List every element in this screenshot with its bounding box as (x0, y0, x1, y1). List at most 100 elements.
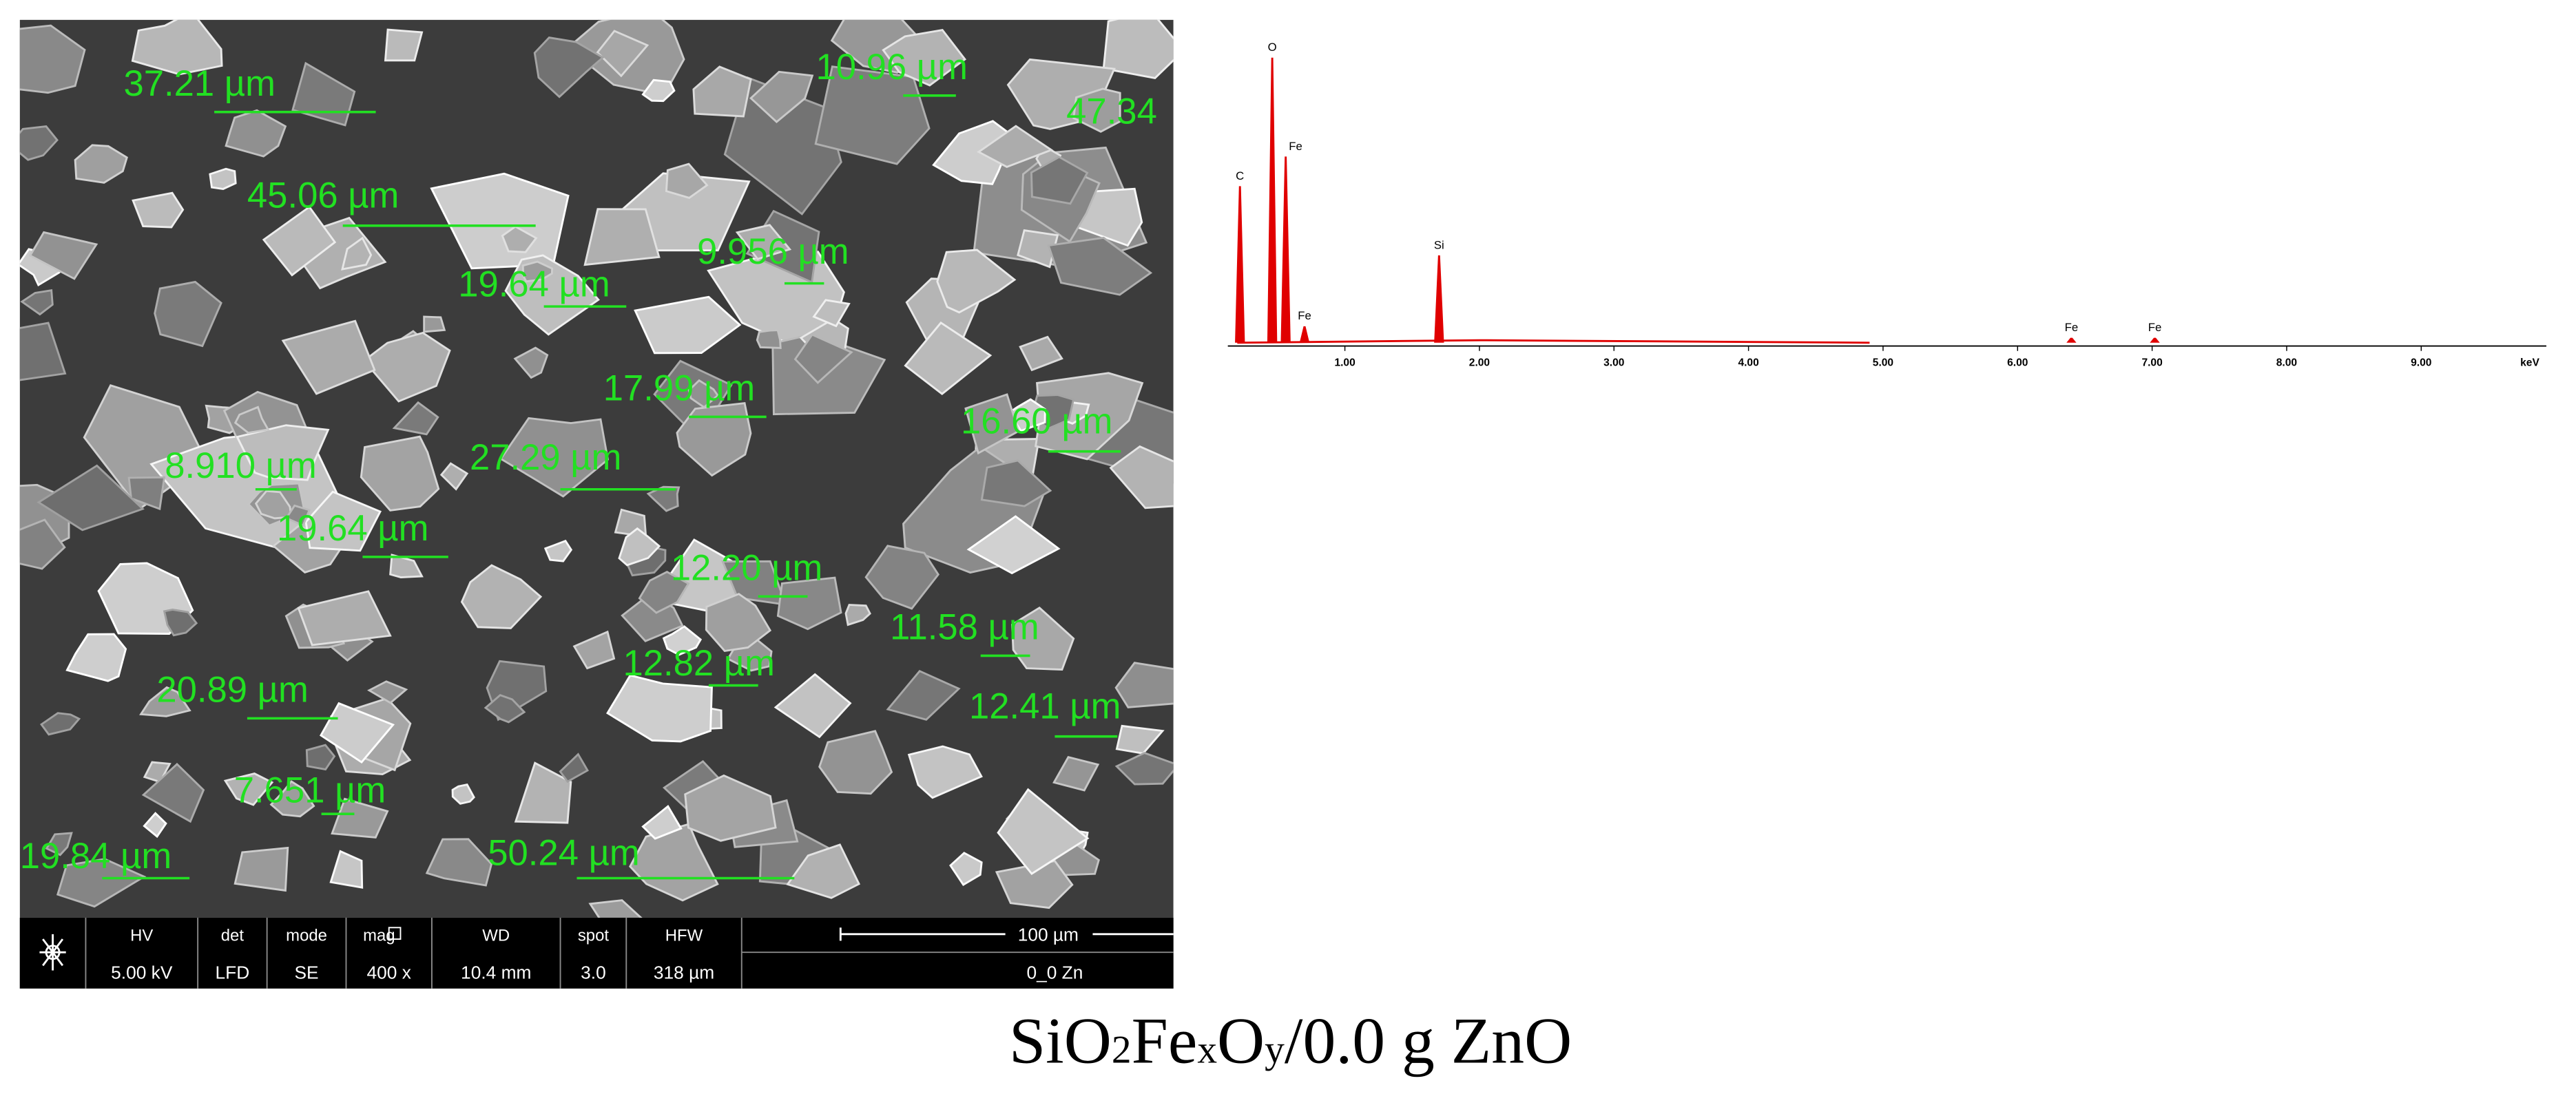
info-value: 3.0 (581, 962, 606, 982)
particle (964, 393, 1020, 455)
particle (980, 459, 1052, 507)
x-tick-label: 7.00 (2141, 357, 2163, 368)
measure-label: 17.99 µm (603, 368, 755, 409)
particle (499, 417, 610, 498)
caption-part: O (1217, 1004, 1265, 1077)
particle (1109, 445, 1174, 509)
particle (1017, 229, 1059, 269)
measure-label: 12.82 µm (623, 643, 774, 684)
peak-label: Si (1434, 238, 1444, 251)
particle (37, 464, 145, 532)
sem-image (19, 19, 1174, 918)
particle (360, 435, 440, 512)
particle (127, 476, 166, 511)
particle (56, 858, 147, 908)
particle (514, 761, 572, 824)
particle (521, 260, 554, 283)
measure-label: 12.41 µm (969, 686, 1121, 726)
measure-label: 19.64 µm (277, 508, 428, 549)
x-axis-label: keV (2520, 357, 2539, 368)
caption-part: Fe (1132, 1004, 1198, 1077)
measure-label: 9.956 µm (697, 231, 849, 272)
particle (1072, 87, 1121, 133)
info-value: 400 x (367, 962, 411, 982)
peak (1434, 255, 1444, 343)
particle (1115, 724, 1165, 755)
particle (723, 76, 842, 215)
x-tick-label: 9.00 (2411, 357, 2432, 368)
particle (45, 832, 73, 856)
particle (533, 36, 605, 98)
particle (641, 78, 676, 103)
sample-label: 0_0 Zn (1026, 962, 1083, 982)
particle (209, 167, 237, 190)
x-tick-label: 3.00 (1603, 357, 1625, 368)
x-tick-label: 2.00 (1469, 357, 1490, 368)
particle (319, 702, 395, 764)
measure-label: 19.84 µm (20, 836, 172, 876)
particle (154, 280, 222, 348)
particle (588, 899, 643, 918)
measure-label: 8.910 µm (165, 445, 316, 486)
particle (143, 812, 167, 839)
particle (20, 288, 54, 316)
particle (297, 590, 392, 646)
particle (687, 379, 719, 409)
info-header: det (221, 926, 245, 945)
particle (735, 224, 792, 260)
particle (19, 125, 59, 161)
particle (1030, 156, 1089, 205)
particle (225, 109, 287, 158)
particle (749, 70, 814, 123)
particle (638, 571, 690, 614)
info-header: spot (578, 926, 610, 945)
info-header: mode (286, 926, 327, 945)
particle (367, 680, 408, 704)
particle (262, 205, 337, 277)
particle (65, 633, 127, 682)
particle (634, 295, 742, 355)
x-tick-label: 4.00 (1738, 357, 1759, 368)
particle (662, 625, 703, 656)
caption-part: SiO (1009, 1004, 1112, 1077)
info-header: HV (130, 926, 153, 945)
spectrum-baseline (1237, 339, 1870, 344)
particle (886, 669, 961, 721)
x-tick-label: 1.00 (1334, 357, 1355, 368)
particle (1019, 335, 1063, 372)
peak (2150, 337, 2160, 343)
peak (1280, 156, 1291, 343)
particle (773, 673, 852, 739)
particle (19, 518, 66, 570)
peak-label: C (1236, 169, 1244, 182)
particle (646, 485, 681, 512)
measure-label: 50.24 µm (488, 832, 639, 873)
particle (305, 744, 336, 771)
measure-label: 20.89 µm (156, 669, 308, 710)
particle (559, 753, 590, 783)
particle (786, 843, 861, 899)
peak-label: O (1268, 41, 1277, 54)
particle (132, 191, 185, 229)
particle (1114, 752, 1174, 786)
peak (1299, 326, 1310, 343)
particle (19, 322, 67, 381)
particle (818, 730, 893, 795)
particle (131, 19, 223, 76)
particle (329, 850, 364, 889)
info-value: 5.00 kV (111, 962, 173, 982)
measure-label: 11.58 µm (890, 607, 1039, 648)
particle (904, 321, 993, 396)
caption: SiO2FexOy/0.0 g ZnO (1009, 1004, 1572, 1077)
particle (583, 208, 661, 266)
particle (756, 329, 782, 349)
info-value: 318 µm (654, 962, 714, 982)
spectrum: 1.00 2.00 3.00 4.00 5.00 6.00 7.00 8.00 9.00 keV C… (1227, 41, 2546, 368)
caption-part: /0.0 g ZnO (1285, 1004, 1572, 1077)
particle (1114, 662, 1174, 708)
particle (606, 674, 713, 743)
info-header: WD (482, 926, 510, 945)
particle (812, 299, 851, 328)
particle (814, 65, 931, 165)
